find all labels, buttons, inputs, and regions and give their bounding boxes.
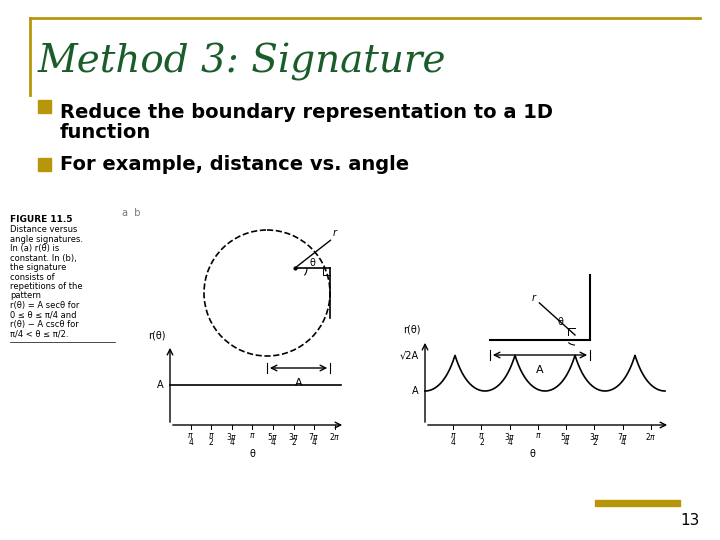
Text: r: r [531,293,536,303]
Text: 2: 2 [479,438,484,447]
Text: pattern: pattern [10,292,41,300]
Text: $2\pi$: $2\pi$ [329,431,341,442]
Text: $\pi$: $\pi$ [478,431,485,440]
Text: $\pi$: $\pi$ [208,431,215,440]
Text: r(θ) − A cscθ for: r(θ) − A cscθ for [10,320,78,329]
Text: √2A: √2A [400,350,419,360]
Text: a  b: a b [122,208,140,218]
Text: $3\pi$: $3\pi$ [504,431,516,442]
Text: A: A [536,365,544,375]
Text: A: A [413,386,419,396]
Text: $2\pi$: $2\pi$ [645,431,657,442]
Text: $5\pi$: $5\pi$ [560,431,572,442]
Text: π/4 < θ ≤ π/2.: π/4 < θ ≤ π/2. [10,329,68,339]
Text: the signature: the signature [10,263,66,272]
Text: A: A [158,380,164,390]
Text: $\pi$: $\pi$ [249,431,256,440]
Text: $5\pi$: $5\pi$ [267,431,279,442]
Text: 0 ≤ θ ≤ π/4 and: 0 ≤ θ ≤ π/4 and [10,310,76,320]
Text: 4: 4 [451,438,456,447]
Text: 4: 4 [271,438,275,447]
Text: $7\pi$: $7\pi$ [308,431,320,442]
Text: $7\pi$: $7\pi$ [617,431,629,442]
Text: A: A [294,378,302,388]
Text: $\pi$: $\pi$ [187,431,194,440]
Text: r(θ) = A secθ for: r(θ) = A secθ for [10,301,79,310]
Text: FIGURE 11.5: FIGURE 11.5 [10,215,73,224]
Text: For example, distance vs. angle: For example, distance vs. angle [60,156,409,174]
Text: 4: 4 [312,438,317,447]
Text: constant. In (b),: constant. In (b), [10,253,77,262]
Text: $3\pi$: $3\pi$ [589,431,600,442]
Text: θ: θ [557,317,563,327]
Text: 4: 4 [620,438,625,447]
Text: 4: 4 [230,438,234,447]
Text: 4: 4 [188,438,193,447]
Text: repetitions of the: repetitions of the [10,282,83,291]
Text: angle signatures.: angle signatures. [10,234,83,244]
Bar [595,500,680,506]
Text: function: function [60,123,151,141]
Text: $3\pi$: $3\pi$ [288,431,300,442]
Text: In (a) r(θ) is: In (a) r(θ) is [10,244,59,253]
Text: θ: θ [249,449,255,459]
Text: 2: 2 [291,438,296,447]
Bar [38,158,51,171]
Text: r(θ): r(θ) [403,325,421,335]
Text: 2: 2 [592,438,597,447]
Text: 2: 2 [209,438,214,447]
Text: θ: θ [309,258,315,268]
Text: Distance versus: Distance versus [10,225,77,234]
Bar [38,100,51,113]
Text: 4: 4 [508,438,512,447]
Text: $3\pi$: $3\pi$ [226,431,238,442]
Text: $\pi$: $\pi$ [450,431,456,440]
Text: 4: 4 [564,438,569,447]
Text: Reduce the boundary representation to a 1D: Reduce the boundary representation to a … [60,103,553,122]
Text: $\pi$: $\pi$ [534,431,541,440]
Text: consists of: consists of [10,273,55,281]
Text: θ: θ [530,449,536,459]
Text: 13: 13 [680,513,700,528]
Text: r: r [333,228,336,238]
Text: Method 3: Signature: Method 3: Signature [38,43,446,81]
Text: r(θ): r(θ) [148,330,166,340]
